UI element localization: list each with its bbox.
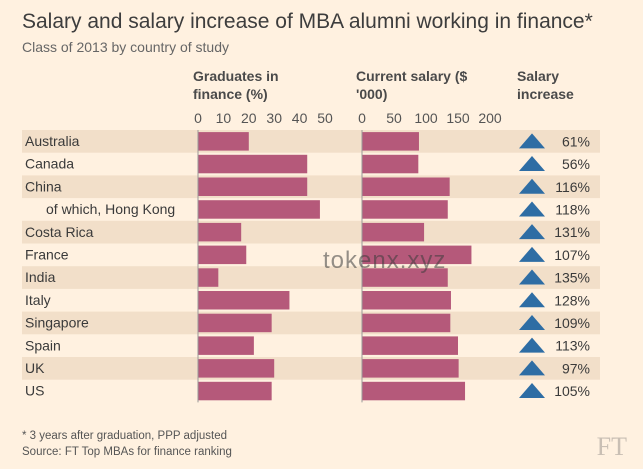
salary-bar — [362, 313, 451, 333]
increase-triangle — [519, 314, 545, 330]
increase-triangle — [519, 292, 545, 308]
salary-bar — [362, 132, 419, 151]
salary-bar — [362, 268, 448, 287]
chart-subtitle: Class of 2013 by country of study — [22, 39, 229, 55]
increase-value: 118% — [555, 201, 590, 217]
graduates-tick-label: 40 — [292, 110, 308, 126]
footnote: * 3 years after graduation, PPP adjusted — [22, 430, 228, 442]
increase-column-title: Salary increase — [517, 68, 574, 102]
salary-bar — [362, 222, 425, 242]
increase-triangle — [519, 178, 545, 194]
increase-triangle — [519, 337, 545, 353]
graduates-tick-label: 20 — [241, 110, 257, 126]
increase-triangle — [519, 360, 545, 376]
increase-value: 116% — [555, 179, 590, 195]
salary-bar — [362, 245, 472, 265]
increase-value: 107% — [554, 247, 590, 263]
country-label: Canada — [25, 156, 74, 172]
salary-bar — [362, 200, 448, 219]
country-label: UK — [25, 360, 45, 376]
country-label: Spain — [25, 337, 61, 353]
row-band — [22, 311, 600, 335]
row-band — [22, 175, 600, 199]
row-band — [22, 130, 600, 153]
salary-bar — [362, 359, 459, 378]
graduates-bar — [198, 245, 247, 265]
country-label: India — [25, 269, 56, 285]
increase-triangle — [519, 224, 545, 240]
graduates-bar — [198, 359, 275, 378]
increase-triangle — [519, 133, 545, 149]
country-label: of which, Hong Kong — [46, 201, 175, 217]
salary-tick-label: 0 — [358, 110, 366, 126]
watermark: tokenx.xyz — [323, 247, 447, 274]
graduates-bar — [198, 222, 242, 242]
graduates-bar — [198, 313, 272, 333]
increase-value: 128% — [554, 292, 590, 308]
increase-triangle — [519, 269, 545, 285]
increase-triangle — [519, 201, 545, 217]
source-note: Source: FT Top MBAs for finance ranking — [22, 446, 232, 458]
salary-bar — [362, 381, 466, 401]
increase-value: 135% — [554, 270, 590, 286]
increase-triangle — [519, 156, 545, 172]
salary-tick-label: 50 — [386, 110, 402, 126]
country-label: Costa Rica — [25, 224, 94, 240]
country-label: Italy — [25, 292, 51, 308]
graduates-bar — [198, 154, 308, 174]
increase-value: 97% — [562, 360, 590, 376]
salary-bar — [362, 291, 451, 310]
row-band — [22, 220, 600, 244]
increase-value: 131% — [554, 224, 590, 240]
graduates-bar — [198, 291, 290, 310]
graduates-tick-label: 50 — [317, 110, 333, 126]
salary-bar — [362, 154, 419, 174]
increase-value: 105% — [554, 383, 590, 399]
increase-triangle — [519, 383, 545, 399]
increase-value: 109% — [554, 315, 590, 331]
salary-column-title: Current salary ($ '000) — [356, 68, 468, 102]
salary-tick-label: 200 — [478, 110, 502, 126]
salary-tick-label: 100 — [414, 110, 438, 126]
graduates-bar — [198, 336, 254, 355]
increase-value: 61% — [562, 133, 590, 149]
salary-tick-label: 150 — [446, 110, 470, 126]
increase-value: 113% — [555, 338, 590, 354]
country-label: Australia — [25, 133, 80, 149]
graduates-tick-label: 0 — [194, 110, 202, 126]
graduates-bar — [198, 200, 320, 219]
country-label: Singapore — [25, 315, 89, 331]
row-band — [22, 357, 600, 380]
increase-triangle — [519, 246, 545, 262]
ft-logo: FT — [596, 432, 627, 461]
graduates-bar — [198, 177, 308, 196]
increase-value: 56% — [562, 156, 590, 172]
graduates-bar — [198, 132, 249, 151]
graduates-bar — [198, 381, 272, 401]
country-label: China — [25, 178, 62, 194]
country-label: France — [25, 247, 69, 263]
graduates-tick-label: 10 — [216, 110, 232, 126]
graduates-column-title: Graduates in finance (%) — [193, 68, 279, 102]
graduates-bar — [198, 268, 219, 287]
chart-title: Salary and salary increase of MBA alumni… — [22, 10, 593, 33]
country-label: US — [25, 383, 44, 399]
graduates-tick-label: 30 — [266, 110, 282, 126]
salary-bar — [362, 336, 458, 355]
row-band — [22, 266, 600, 289]
salary-bar — [362, 177, 450, 196]
